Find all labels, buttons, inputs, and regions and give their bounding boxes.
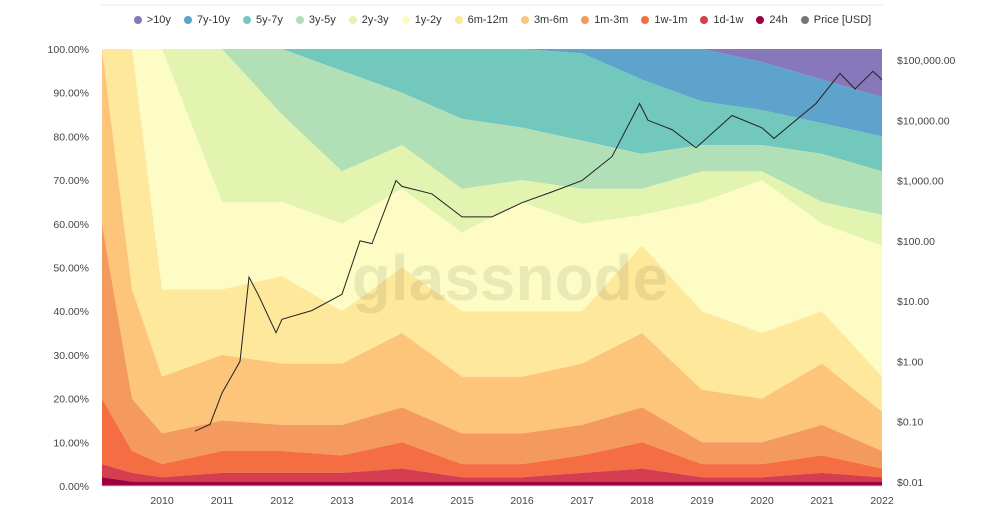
area-band->10y xyxy=(102,49,882,98)
legend-dot-icon xyxy=(401,16,410,24)
legend-item-6m-12m[interactable]: 6m-12m xyxy=(454,14,508,26)
y-left-tick-label: 50.00% xyxy=(53,263,89,275)
y-right-tick-label: $100,000.00 xyxy=(897,55,956,67)
x-tick-label: 2011 xyxy=(211,495,234,507)
legend-item-5y-7y[interactable]: 5y-7y xyxy=(242,14,283,26)
x-tick-label: 2020 xyxy=(750,495,774,507)
legend-label: 1d-1w xyxy=(713,14,744,26)
y-left-tick-label: 40.00% xyxy=(53,306,89,318)
legend-dot-icon xyxy=(581,16,590,24)
legend-item-Price [USD][interactable]: Price [USD] xyxy=(800,14,872,26)
area-band-3y-5y xyxy=(102,49,882,216)
area-band-24h xyxy=(102,477,882,486)
legend-dot-icon xyxy=(295,16,304,24)
y-left-tick-label: 20.00% xyxy=(53,394,89,406)
area-band-1y-2y xyxy=(102,49,882,377)
y-right-tick-label: $1,000.00 xyxy=(897,176,944,188)
y-right-tick-label: $0.10 xyxy=(897,417,923,429)
legend-label: 5y-7y xyxy=(255,14,283,26)
legend-dot-icon xyxy=(242,16,251,24)
x-tick-label: 2018 xyxy=(630,495,654,507)
y-right-tick-label: $1.00 xyxy=(897,356,923,368)
area-band-7y-10y xyxy=(102,49,882,137)
legend-item-2y-3y[interactable]: 2y-3y xyxy=(348,14,389,26)
y-left-tick-label: 80.00% xyxy=(53,131,89,143)
legend-item-7y-10y[interactable]: 7y-10y xyxy=(183,14,230,26)
x-tick-label: 2014 xyxy=(390,495,414,507)
legend-item-1m-3m[interactable]: 1m-3m xyxy=(581,14,628,26)
legend-dot-icon xyxy=(133,16,142,24)
legend-item-1y-2y[interactable]: 1y-2y xyxy=(401,14,442,26)
x-tick-label: 2022 xyxy=(870,495,894,507)
y-left-tick-label: 60.00% xyxy=(53,219,89,231)
legend-dot-icon xyxy=(641,16,650,24)
y-left-tick-label: 0.00% xyxy=(59,481,89,493)
y-right-tick-label: $10,000.00 xyxy=(897,115,950,127)
area-band-1w-1m xyxy=(102,398,882,478)
legend-dot-icon xyxy=(183,16,192,24)
legend-dot-icon xyxy=(348,16,357,24)
area-band-1d-1w xyxy=(102,464,882,482)
legend-label: >10y xyxy=(146,14,171,26)
y-left-tick-label: 90.00% xyxy=(53,88,89,100)
legend-label: 1y-2y xyxy=(414,14,442,26)
y-left-tick-label: 10.00% xyxy=(53,437,89,449)
price-line xyxy=(194,70,883,432)
area-band-2y-3y xyxy=(102,49,882,246)
legend-label: Price [USD] xyxy=(813,14,872,26)
x-tick-label: 2013 xyxy=(330,495,354,507)
legend-label: 1m-3m xyxy=(594,14,629,26)
x-tick-label: 2021 xyxy=(810,495,834,507)
legend-item-3m-6m[interactable]: 3m-6m xyxy=(520,14,569,26)
y-left-tick-label: 100.00% xyxy=(48,44,89,56)
legend-label: 3m-6m xyxy=(533,14,569,26)
watermark: glassnode xyxy=(352,242,669,314)
legend-label: 2y-3y xyxy=(361,14,389,26)
area-band-1m-3m xyxy=(102,223,882,469)
y-left-tick-label: 30.00% xyxy=(53,350,89,362)
legend-item->10y[interactable]: >10y xyxy=(133,14,171,26)
legend: >10y 7y-10y 5y-7y 3y-5y 2y-3y 1y-2y 6m-12m 3m-6… xyxy=(0,14,1005,26)
x-tick-label: 2016 xyxy=(510,495,534,507)
x-tick-label: 2019 xyxy=(690,495,714,507)
legend-dot-icon xyxy=(700,16,709,24)
x-tick-label: 2012 xyxy=(270,495,294,507)
y-right-tick-label: $10.00 xyxy=(897,296,929,308)
area-band-6m-12m xyxy=(102,49,882,412)
legend-item-1d-1w[interactable]: 1d-1w xyxy=(700,14,743,26)
legend-label: 6m-12m xyxy=(467,14,508,26)
legend-label: 24h xyxy=(769,14,788,26)
legend-item-3y-5y[interactable]: 3y-5y xyxy=(295,14,336,26)
x-tick-label: 2010 xyxy=(150,495,174,507)
legend-label: 1w-1m xyxy=(654,14,688,26)
legend-label: 3y-5y xyxy=(308,14,336,26)
legend-label: 7y-10y xyxy=(196,14,230,26)
y-right-tick-label: $0.01 xyxy=(897,477,923,489)
legend-dot-icon xyxy=(756,16,765,24)
legend-item-1w-1m[interactable]: 1w-1m xyxy=(641,14,687,26)
x-tick-label: 2017 xyxy=(570,495,594,507)
legend-dot-icon xyxy=(520,16,529,24)
legend-dot-icon xyxy=(800,16,809,24)
legend-item-24h[interactable]: 24h xyxy=(756,14,788,26)
y-left-tick-label: 70.00% xyxy=(53,175,89,187)
y-right-tick-label: $100.00 xyxy=(897,236,935,248)
x-tick-label: 2015 xyxy=(450,495,474,507)
area-band-3m-6m xyxy=(102,49,882,452)
legend-dot-icon xyxy=(454,16,463,24)
